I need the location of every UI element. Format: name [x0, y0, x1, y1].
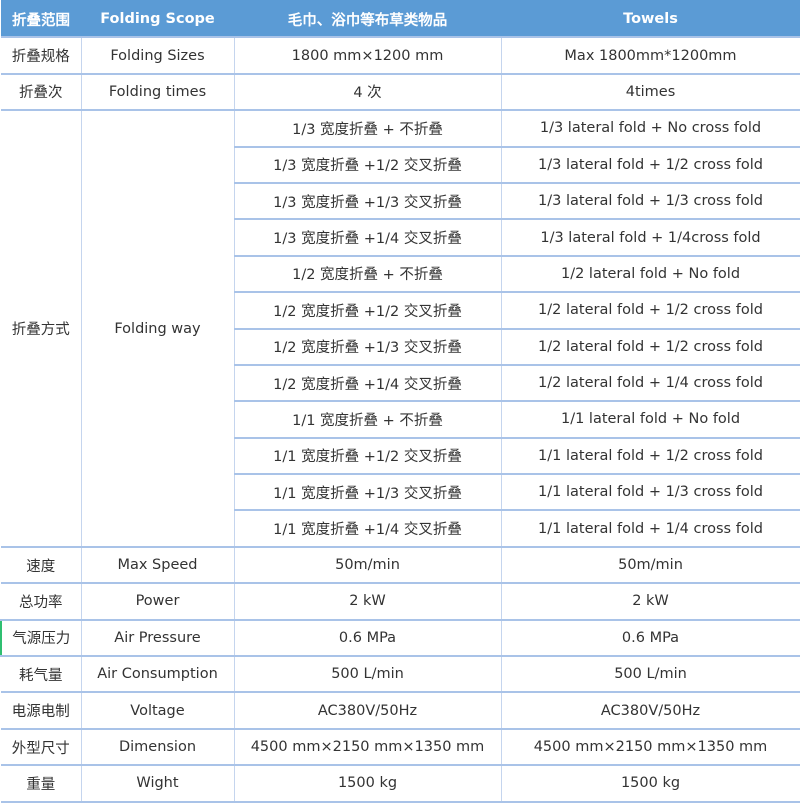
value-en: 1/1 lateral fold + No fold	[500, 400, 800, 439]
header-value-en: Towels	[500, 0, 800, 39]
folding-way-row: 1/3 宽度折叠 +1/3 交叉折叠 1/3 lateral fold + 1/3…	[1, 181, 800, 221]
label-cn: 折叠次	[1, 72, 82, 112]
value-cn: 1/1 宽度折叠 +1/3 交叉折叠	[233, 473, 502, 512]
label-en: Voltage	[80, 691, 235, 730]
folding-way-row: 1/2 宽度折叠 + 不折叠 1/2 lateral fold + No fold	[1, 254, 800, 294]
label-en: Wight	[80, 764, 235, 803]
table-row: 折叠次 Folding times 4 次 4times	[1, 72, 800, 112]
value-cn: 1/2 宽度折叠 +1/3 交叉折叠	[233, 327, 502, 366]
label-en: Power	[80, 582, 235, 621]
folding-way-row: 1/1 宽度折叠 +1/4 交叉折叠 1/1 lateral fold + 1/4…	[1, 509, 800, 548]
value-cn: 1/3 宽度折叠 + 不折叠	[233, 109, 502, 148]
value-cn: 1/3 宽度折叠 +1/4 交叉折叠	[233, 218, 502, 257]
label-cn: 外型尺寸	[1, 727, 82, 767]
value-en: 1/2 lateral fold + 1/2 cross fold	[500, 291, 800, 330]
table-row: 耗气量 Air Consumption 500 L/min 500 L/min	[1, 655, 800, 694]
value-en: 1/3 lateral fold + 1/3 cross fold	[500, 181, 800, 221]
label-en: Folding times	[80, 72, 235, 112]
value-en: 0.6 MPa	[500, 618, 800, 658]
value-cn: 50m/min	[233, 545, 502, 585]
label-cn: 重量	[1, 764, 82, 803]
table-row: 电源电制 Voltage AC380V/50Hz AC380V/50Hz	[1, 691, 800, 730]
value-en: 1/2 lateral fold + 1/2 cross fold	[500, 327, 800, 366]
label-cn: 耗气量	[1, 655, 82, 694]
label-cn: 总功率	[1, 582, 82, 621]
label-cn: 折叠方式	[1, 109, 82, 548]
value-cn: 1/3 宽度折叠 +1/3 交叉折叠	[233, 181, 502, 221]
value-en: 1/3 lateral fold + 1/2 cross fold	[500, 145, 800, 184]
value-cn: 1/1 宽度折叠 + 不折叠	[233, 400, 502, 439]
header-value-cn: 毛巾、浴巾等布草类物品	[233, 0, 502, 39]
table-row: 速度 Max Speed 50m/min 50m/min	[1, 545, 800, 585]
value-cn: 0.6 MPa	[233, 618, 502, 658]
value-cn: AC380V/50Hz	[233, 691, 502, 730]
value-en: 50m/min	[500, 545, 800, 585]
value-en: 1/2 lateral fold + 1/4 cross fold	[500, 363, 800, 403]
value-en: 2 kW	[500, 582, 800, 621]
value-en: AC380V/50Hz	[500, 691, 800, 730]
table-row: 气源压力 Air Pressure 0.6 MPa 0.6 MPa	[0, 618, 800, 658]
value-cn: 1/2 宽度折叠 +1/4 交叉折叠	[233, 363, 502, 403]
value-cn: 1/2 宽度折叠 +1/2 交叉折叠	[233, 291, 502, 330]
table-row: 重量 Wight 1500 kg 1500 kg	[1, 764, 800, 803]
value-cn: 1/3 宽度折叠 +1/2 交叉折叠	[233, 145, 502, 184]
value-cn: 2 kW	[233, 582, 502, 621]
value-cn: 4 次	[233, 72, 502, 112]
value-cn: 500 L/min	[233, 655, 502, 694]
folding-way-row: 1/2 宽度折叠 +1/4 交叉折叠 1/2 lateral fold + 1/4…	[1, 363, 800, 403]
label-en: Air Consumption	[80, 655, 235, 694]
value-en: 1/1 lateral fold + 1/4 cross fold	[500, 509, 800, 548]
value-cn: 1500 kg	[233, 764, 502, 803]
label-cn: 电源电制	[1, 691, 82, 730]
table-row: 折叠规格 Folding Sizes 1800 mm×1200 mm Max 1800…	[1, 36, 800, 75]
header-label-cn: 折叠范围	[0, 0, 82, 39]
value-en: 1/3 lateral fold + No cross fold	[500, 109, 800, 148]
label-en: Max Speed	[80, 545, 235, 585]
table-row: 总功率 Power 2 kW 2 kW	[1, 582, 800, 621]
value-en: 4times	[500, 72, 800, 112]
value-cn: 1/1 宽度折叠 +1/2 交叉折叠	[233, 436, 502, 476]
value-en: Max 1800mm*1200mm	[500, 36, 800, 75]
header-label-en: Folding Scope	[80, 0, 235, 39]
folding-way-row: 1/2 宽度折叠 +1/3 交叉折叠 1/2 lateral fold + 1/2…	[1, 327, 800, 366]
value-en: 1/1 lateral fold + 1/2 cross fold	[500, 436, 800, 476]
value-en: 4500 mm×2150 mm×1350 mm	[500, 727, 800, 767]
folding-way-row: 折叠方式 Folding way 1/3 宽度折叠 + 不折叠 1/3 lateral…	[1, 109, 800, 548]
label-en: Folding way	[80, 109, 235, 548]
label-en: Dimension	[80, 727, 235, 767]
value-cn: 1800 mm×1200 mm	[233, 36, 502, 75]
value-en: 500 L/min	[500, 655, 800, 694]
label-cn: 气源压力	[0, 618, 82, 658]
value-en: 1/1 lateral fold + 1/3 cross fold	[500, 473, 800, 512]
folding-way-row: 1/3 宽度折叠 +1/2 交叉折叠 1/3 lateral fold + 1/2…	[1, 145, 800, 184]
value-en: 1/3 lateral fold + 1/4cross fold	[500, 218, 800, 257]
table-row: 外型尺寸 Dimension 4500 mm×2150 mm×1350 mm 4500…	[1, 727, 800, 767]
value-cn: 1/2 宽度折叠 + 不折叠	[233, 254, 502, 294]
value-cn: 1/1 宽度折叠 +1/4 交叉折叠	[233, 509, 502, 548]
value-en: 1/2 lateral fold + No fold	[500, 254, 800, 294]
folding-way-row: 1/1 宽度折叠 + 不折叠 1/1 lateral fold + No fold	[1, 400, 800, 439]
folding-way-row: 1/1 宽度折叠 +1/2 交叉折叠 1/1 lateral fold + 1/2…	[1, 436, 800, 476]
label-en: Folding Sizes	[80, 36, 235, 75]
value-en: 1500 kg	[500, 764, 800, 803]
folding-way-row: 1/2 宽度折叠 +1/2 交叉折叠 1/2 lateral fold + 1/2…	[1, 291, 800, 330]
label-cn: 折叠规格	[1, 36, 82, 75]
folding-way-row: 1/3 宽度折叠 +1/4 交叉折叠 1/3 lateral fold + 1/4…	[1, 218, 800, 257]
label-cn: 速度	[1, 545, 82, 585]
header-row: 折叠范围 Folding Scope 毛巾、浴巾等布草类物品 Towels	[0, 0, 800, 39]
folding-way-row: 1/1 宽度折叠 +1/3 交叉折叠 1/1 lateral fold + 1/3…	[1, 473, 800, 512]
label-en: Air Pressure	[80, 618, 235, 658]
value-cn: 4500 mm×2150 mm×1350 mm	[233, 727, 502, 767]
